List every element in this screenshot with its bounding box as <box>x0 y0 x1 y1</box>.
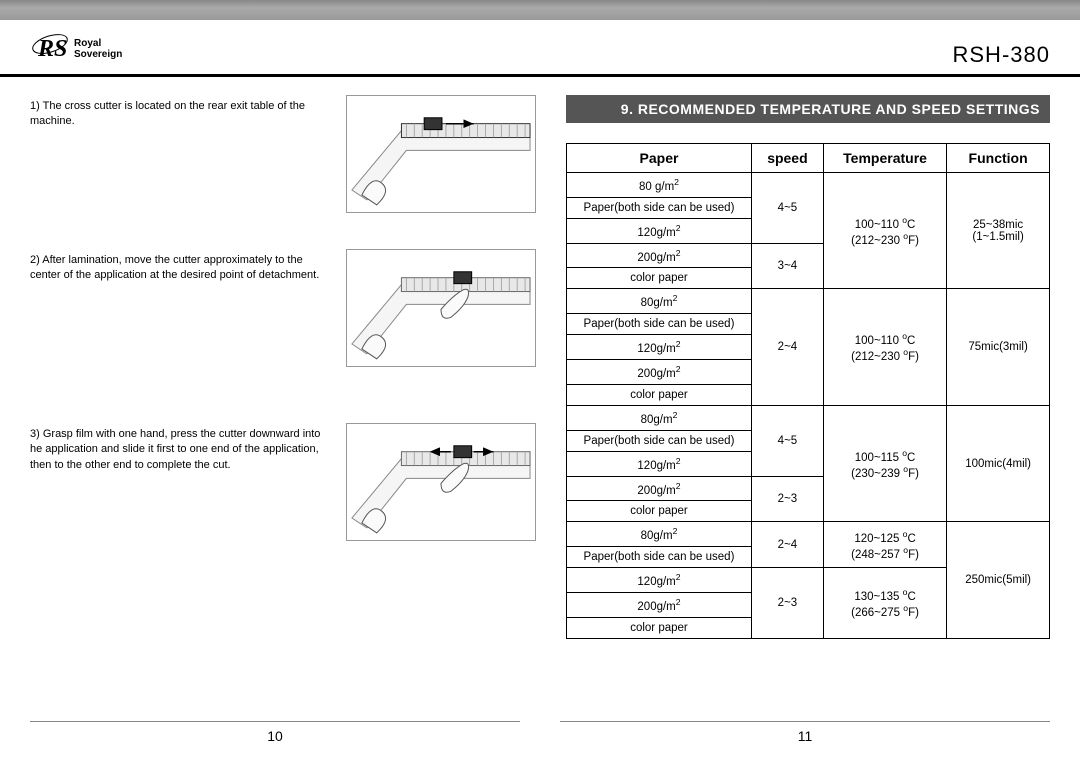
page-header: RS Royal Sovereign RSH-380 <box>0 20 1080 77</box>
section-title: 9. RECOMMENDED TEMPERATURE AND SPEED SET… <box>566 95 1050 123</box>
page-number-right: 11 <box>560 721 1050 744</box>
table-row: 80g/m2 2~4 120~125 oC(248~257 oF) 250mic… <box>567 522 1050 547</box>
model-suffix: -380 <box>1002 42 1050 67</box>
brand-logo: RS Royal Sovereign <box>30 30 122 68</box>
model-prefix: RSH <box>953 42 1002 67</box>
footer: 10 11 <box>30 721 1050 744</box>
instruction-2-image <box>346 249 536 367</box>
instruction-3: 3) Grasp film with one hand, press the c… <box>30 423 536 541</box>
instruction-2-text: 2) After lamination, move the cutter app… <box>30 249 328 284</box>
th-speed: speed <box>751 144 823 173</box>
th-paper: Paper <box>567 144 752 173</box>
settings-column: 9. RECOMMENDED TEMPERATURE AND SPEED SET… <box>566 95 1050 639</box>
svg-text:RS: RS <box>37 36 67 62</box>
instruction-3-text: 3) Grasp film with one hand, press the c… <box>30 423 328 473</box>
instruction-3-image <box>346 423 536 541</box>
instruction-2: 2) After lamination, move the cutter app… <box>30 249 536 367</box>
top-gradient-bar <box>0 0 1080 20</box>
instructions-column: 1) The cross cutter is located on the re… <box>30 95 536 639</box>
table-row: 80 g/m2 4~5 100~110 oC(212~230 oF) 25~38… <box>567 173 1050 198</box>
instruction-1-image <box>346 95 536 213</box>
logo-initials: RS <box>30 30 70 68</box>
th-func: Function <box>947 144 1050 173</box>
model-number: RSH-380 <box>953 42 1051 68</box>
table-row: 80g/m2 2~4 100~110 oC(212~230 oF) 75mic(… <box>567 289 1050 314</box>
page-number-left: 10 <box>30 721 520 744</box>
table-row: 80g/m2 4~5 100~115 oC(230~239 oF) 100mic… <box>567 405 1050 430</box>
instruction-1-text: 1) The cross cutter is located on the re… <box>30 95 328 130</box>
th-temp: Temperature <box>823 144 946 173</box>
instruction-1: 1) The cross cutter is located on the re… <box>30 95 536 213</box>
brand-line2: Sovereign <box>74 49 122 60</box>
settings-table: Paper speed Temperature Function 80 g/m2… <box>566 143 1050 639</box>
logo-text: Royal Sovereign <box>74 38 122 60</box>
brand-line1: Royal <box>74 38 101 49</box>
